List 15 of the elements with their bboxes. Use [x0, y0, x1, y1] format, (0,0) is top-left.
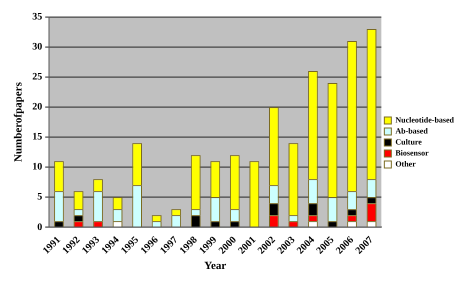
y-tick-label: 0	[37, 222, 42, 233]
y-tick-label: 15	[32, 132, 42, 143]
legend-label: Ab-based	[395, 126, 428, 136]
legend-label: Culture	[395, 138, 422, 147]
y-tick-label: 35	[32, 12, 42, 23]
legend-label: Nucleotide-based	[395, 116, 455, 125]
legend-label: Biosensor	[395, 148, 430, 158]
x-axis-title: Year	[204, 260, 226, 272]
legend-label: Other	[395, 160, 416, 169]
y-tick-label: 30	[32, 42, 42, 53]
y-axis-title: Numberofpapers	[12, 81, 24, 162]
y-tick-label: 10	[32, 162, 42, 173]
y-tick-label: 20	[32, 102, 42, 113]
y-tick-label: 25	[32, 72, 42, 83]
y-tick-label: 5	[37, 192, 42, 203]
